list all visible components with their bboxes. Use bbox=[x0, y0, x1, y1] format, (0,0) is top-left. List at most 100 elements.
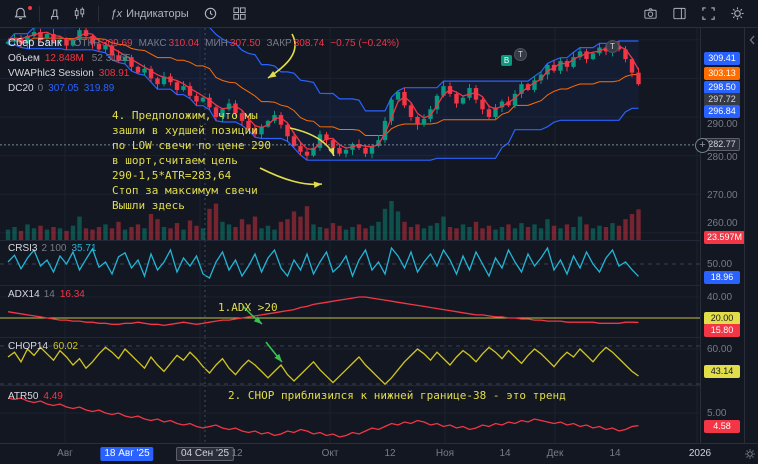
chop-value: 60.02 bbox=[53, 341, 79, 352]
time-label: Ноя bbox=[435, 448, 455, 459]
notification-dot bbox=[28, 5, 32, 10]
toolbar-separator bbox=[39, 5, 40, 22]
pane-separator[interactable] bbox=[0, 240, 758, 241]
time-label: 14 bbox=[609, 448, 621, 459]
time-axis[interactable]: Авг 18 Авг '25 04 Сен '25 12 Окт 12 Ноя … bbox=[0, 443, 758, 464]
ohlc-low-label: МИН bbox=[205, 38, 228, 49]
notifications-button[interactable] bbox=[6, 3, 35, 25]
price-scale[interactable]: 309.41 303.13 298.50 297.72 296.84 290.0… bbox=[695, 28, 746, 443]
ohlc-close-label: ЗАКР bbox=[266, 38, 292, 49]
layout-templates-button[interactable] bbox=[225, 3, 254, 25]
volume-name: Объем bbox=[8, 53, 40, 64]
add-alert-plus-icon[interactable]: + bbox=[695, 138, 710, 153]
atr-name: ATR50 bbox=[8, 391, 39, 402]
volume-extra-values: 52 31.65 bbox=[91, 53, 131, 64]
dc-value-2: 319.89 bbox=[83, 83, 115, 94]
fx-icon: ƒx bbox=[110, 7, 123, 20]
note-line: Вышли здесь bbox=[112, 199, 185, 212]
alert-button[interactable] bbox=[196, 3, 225, 25]
interval-button[interactable]: Д bbox=[51, 7, 59, 20]
atr-grid-label: 5.00 bbox=[707, 408, 727, 419]
chart-type-button[interactable] bbox=[65, 3, 94, 25]
adx-pane-canvas[interactable] bbox=[0, 285, 700, 337]
indicators-button[interactable]: ƒx Индикаторы bbox=[103, 3, 195, 25]
candles-icon bbox=[75, 7, 85, 20]
buy-marker[interactable]: B bbox=[501, 55, 512, 66]
main-chart-canvas[interactable] bbox=[0, 28, 700, 240]
crosshair-date-badge: 04 Сен '25 bbox=[175, 447, 235, 461]
dc-value-1: 307.05 bbox=[48, 83, 79, 94]
adx-threshold-badge: 20.00 bbox=[704, 312, 740, 325]
adx-pane-label[interactable]: ADX14 14 16.34 bbox=[8, 289, 85, 300]
snapshot-button[interactable] bbox=[636, 3, 665, 25]
crsi-last-badge: 18.96 bbox=[704, 271, 740, 284]
settings-button[interactable] bbox=[723, 3, 752, 25]
t-marker[interactable]: T bbox=[606, 40, 619, 53]
atr-pane-label[interactable]: ATR50 4.49 bbox=[8, 391, 63, 402]
symbol-legend-row[interactable]: Сбер Банк ОТКР 309.69 МАКС 310.04 МИН 307.50 ЗА… bbox=[8, 36, 399, 51]
ohlc-close-value: 308.74 bbox=[293, 38, 325, 49]
fullscreen-button[interactable] bbox=[694, 3, 723, 25]
adx-grid-label: 40.00 bbox=[707, 292, 733, 303]
indicators-label: Индикаторы bbox=[126, 7, 189, 20]
bell-icon bbox=[14, 7, 27, 20]
note-line: зашли в худшей позиции bbox=[112, 124, 258, 137]
grid-label-260: 260.00 bbox=[707, 218, 738, 229]
crsi-name: CRSI3 bbox=[8, 243, 38, 254]
dc-lower-badge: 296.84 bbox=[704, 105, 740, 118]
grid-layout-icon bbox=[233, 7, 246, 20]
top-toolbar: Д ƒx Индикаторы bbox=[0, 0, 758, 28]
volume-badge: 23.597M bbox=[704, 231, 746, 244]
donchian-legend-row[interactable]: DC20 0 307.05 319.89 bbox=[8, 81, 399, 96]
pane-separator[interactable] bbox=[0, 285, 758, 286]
atr-pane-canvas[interactable] bbox=[0, 385, 700, 443]
panels-button[interactable] bbox=[665, 3, 694, 25]
ohlc-low-value: 307.50 bbox=[229, 38, 261, 49]
dc-basis-badge: 303.13 bbox=[704, 67, 740, 80]
crsi-pane-label[interactable]: CRSI3 2 100 35.71 bbox=[8, 243, 97, 254]
grid-label-290: 290.00 bbox=[707, 119, 738, 130]
time-label-year: 2026 bbox=[688, 448, 712, 459]
pane-separator[interactable] bbox=[0, 385, 758, 386]
time-axis-settings-button[interactable] bbox=[744, 448, 756, 463]
dc-upper-badge: 309.41 bbox=[704, 52, 740, 65]
ohlc-high-value: 310.04 bbox=[168, 38, 200, 49]
note-line: 290-1,5*ATR=283,64 bbox=[112, 169, 232, 182]
adx-name: ADX14 bbox=[8, 289, 40, 300]
note-line: Стоп за максимум свечи bbox=[112, 184, 258, 197]
adx-note-text[interactable]: 1.ADX >20 bbox=[218, 301, 278, 314]
adx-last-badge: 15.80 bbox=[704, 324, 740, 337]
chop-pane-label[interactable]: CHOP14 60.02 bbox=[8, 341, 78, 352]
crsi-params: 2 100 bbox=[41, 243, 67, 254]
dc-param: 0 bbox=[37, 83, 44, 94]
chop-grid-label: 60.00 bbox=[707, 344, 733, 355]
volume-legend-row[interactable]: Объем 12.848M 52 31.65 bbox=[8, 51, 399, 66]
time-label: Окт bbox=[321, 448, 339, 459]
time-marker-badge: 18 Авг '25 bbox=[100, 447, 154, 461]
fullscreen-icon bbox=[702, 7, 715, 20]
atr-last-badge: 4.58 bbox=[704, 420, 740, 433]
strategy-note-text[interactable]: 4. Предположим, что мы зашли в худшей по… bbox=[112, 108, 271, 213]
crsi-pane-canvas[interactable] bbox=[0, 240, 700, 285]
grid-label-280: 280.00 bbox=[707, 152, 738, 163]
gear-icon bbox=[731, 7, 744, 20]
clock-icon bbox=[204, 7, 216, 20]
time-label: 14 bbox=[499, 448, 511, 459]
chop-pane-canvas[interactable] bbox=[0, 337, 700, 385]
pane-separator[interactable] bbox=[0, 337, 758, 338]
time-label: 12 bbox=[231, 448, 243, 459]
extra-price-badge: 297.72 bbox=[704, 93, 740, 106]
t-marker[interactable]: T bbox=[514, 48, 527, 61]
chop-name: CHOP14 bbox=[8, 341, 49, 352]
gear-icon bbox=[745, 449, 755, 459]
vwap-legend-row[interactable]: VWAPhlc3 Session 308.91 bbox=[8, 66, 399, 81]
collapse-chevron-icon[interactable] bbox=[747, 33, 757, 47]
atr-value: 4.49 bbox=[43, 391, 63, 402]
atr-note-text[interactable]: 2. CHOP приблизился к нижней границе-38 … bbox=[228, 389, 566, 402]
right-sidebar-strip[interactable] bbox=[744, 28, 758, 443]
time-label: Авг bbox=[57, 448, 73, 459]
vwap-name: VWAPhlc3 Session bbox=[8, 68, 94, 79]
volume-value: 12.848M bbox=[44, 53, 84, 64]
grid-label-270: 270.00 bbox=[707, 190, 738, 201]
